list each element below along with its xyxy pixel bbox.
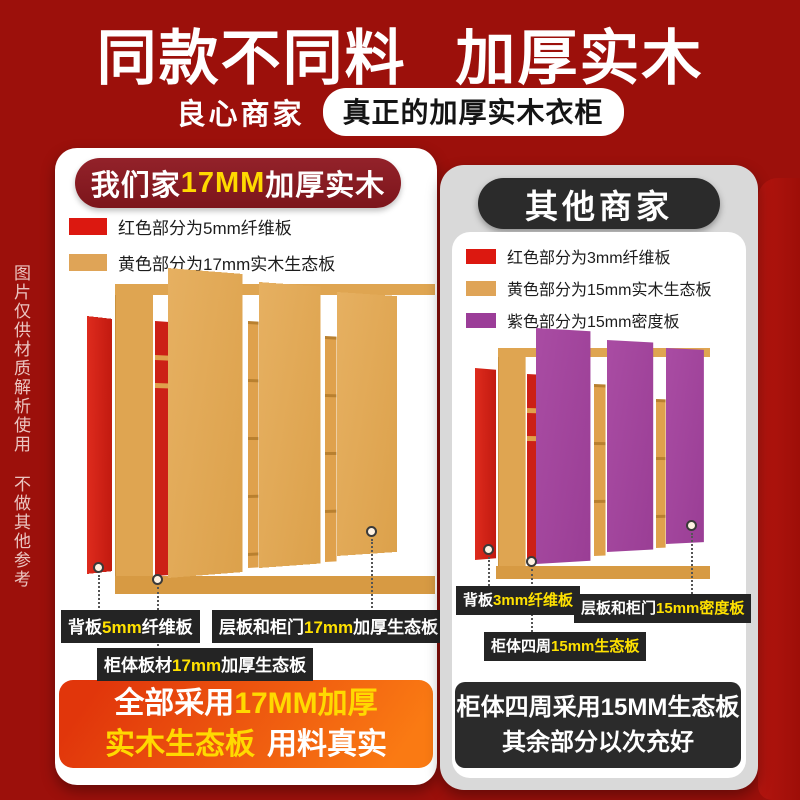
callout-body-sides: 柜体四周15mm生态板 [484, 632, 647, 661]
legend-swatch-purple [466, 312, 496, 328]
legend-swatch-yellow [466, 280, 496, 296]
wardrobe-illustration-others [466, 324, 732, 586]
legend-item: 红色部分为3mm纤维板 [466, 244, 711, 268]
ours-footer-line2: 实木生态板 用料真实 [105, 724, 387, 765]
footer-highlight: 实木生态板 [105, 728, 255, 761]
legend-label: 红色部分为3mm纤维板 [507, 250, 671, 267]
ours-footer-line1: 全部采用17MM加厚 [114, 683, 377, 724]
footer-highlight: 17MM加厚 [234, 687, 378, 720]
ours-banner-post: 加厚实木 [265, 170, 386, 202]
shelf-strip [325, 336, 337, 562]
callout-shelf-door: 层板和柜门17mm加厚生态板 [212, 610, 446, 643]
leader-line [488, 557, 490, 586]
door-panel-2 [259, 282, 321, 568]
callout-highlight: 15mm密度板 [656, 600, 745, 617]
door-panel-1 [536, 328, 591, 564]
top-rail [498, 348, 710, 357]
legend-label: 黄色部分为15mm实木生态板 [507, 282, 712, 299]
shelf-strip [656, 399, 666, 548]
page-title: 同款不同料 加厚实木 [96, 25, 704, 92]
door-panel-3 [666, 348, 704, 544]
ours-banner-highlight: 17MM [180, 166, 266, 199]
ours-card: 我们家 17MM 加厚实木 红色部分为5mm纤维板 黄色部分为17mm实木生态板 [55, 148, 446, 785]
seller-tagline: 良心商家 [176, 99, 305, 131]
wardrobe-illustration-ours [87, 266, 437, 606]
legend-swatch-red [69, 218, 107, 235]
door-panel-2 [607, 340, 654, 552]
callout-text: 柜体板材 [104, 656, 172, 675]
others-footer-box: 柜体四周采用15MM生态板 其余部分以次充好 [455, 682, 741, 768]
legend-item: 紫色部分为15mm密度板 [466, 308, 711, 332]
others-card: 其他商家 红色部分为3mm纤维板 黄色部分为15mm实木生态板 紫色部分为15m… [440, 165, 758, 790]
others-footer-line2: 其余部分以次充好 [502, 729, 694, 756]
others-footer-line1: 柜体四周采用15MM生态板 [456, 694, 740, 721]
callout-text: 层板和柜门 [581, 600, 657, 617]
shelf-strip [248, 321, 259, 568]
footer-text: 用料真实 [267, 728, 387, 761]
callout-text: 背板 [68, 618, 102, 637]
callout-highlight: 3mm纤维板 [493, 592, 574, 609]
callout-back-panel: 背板3mm纤维板 [456, 586, 581, 615]
callout-highlight: 15mm生态板 [551, 638, 640, 655]
ours-banner: 我们家 17MM 加厚实木 [75, 158, 401, 208]
legend-label: 紫色部分为15mm密度板 [507, 314, 680, 331]
legend-label: 红色部分为5mm纤维板 [118, 219, 292, 238]
legend-swatch-yellow [69, 254, 107, 271]
ours-banner-pre: 我们家 [90, 170, 181, 202]
callout-highlight: 5mm [102, 618, 142, 637]
shelf-strip [594, 384, 606, 556]
back-panel [87, 316, 112, 574]
callout-dot [526, 556, 537, 567]
leader-line [98, 575, 100, 612]
legend-item: 黄色部分为15mm实木生态板 [466, 276, 711, 300]
header-subtitle-row: 良心商家 真正的加厚实木衣柜 [0, 88, 800, 136]
side-panel [115, 290, 153, 593]
legend-swatch-red [466, 248, 496, 264]
callout-text: 纤维板 [141, 618, 193, 637]
callout-dot [93, 562, 104, 573]
callout-highlight: 17mm [304, 618, 354, 637]
callout-text: 柜体四周 [491, 638, 552, 655]
callout-shelf-door: 层板和柜门15mm密度板 [574, 594, 752, 623]
callout-text: 加厚生态板 [353, 618, 439, 637]
callout-body-panel: 柜体板材17mm加厚生态板 [97, 648, 314, 681]
callout-text: 层板和柜门 [219, 618, 304, 637]
callout-dot [366, 526, 377, 537]
door-panel-1 [168, 268, 243, 578]
others-inner-panel: 红色部分为3mm纤维板 黄色部分为15mm实木生态板 紫色部分为15mm密度板 [452, 232, 752, 778]
watermark-note: 图片仅供材质解析使用 不做其他参考 [11, 264, 30, 589]
others-banner: 其他商家 [478, 178, 720, 229]
leader-line [691, 533, 693, 594]
callout-dot [483, 544, 494, 555]
callout-text: 加厚生态板 [221, 656, 307, 675]
callout-back-panel: 背板5mm纤维板 [61, 610, 200, 643]
legend-item: 红色部分为5mm纤维板 [69, 214, 335, 239]
leader-line [371, 539, 373, 612]
door-panel-3 [337, 292, 397, 556]
right-ribbon-decoration [758, 178, 800, 800]
plinth [496, 566, 710, 579]
ours-footer-box: 全部采用17MM加厚 实木生态板 用料真实 [59, 680, 433, 768]
side-panel [498, 352, 526, 570]
callout-text: 背板 [463, 592, 494, 609]
footer-text: 全部采用 [114, 687, 235, 720]
callout-dot [686, 520, 697, 531]
plinth [115, 576, 435, 594]
tagline-pill: 真正的加厚实木衣柜 [322, 88, 624, 136]
callout-highlight: 17mm [172, 656, 222, 675]
others-legend: 红色部分为3mm纤维板 黄色部分为15mm实木生态板 紫色部分为15mm密度板 [466, 244, 711, 332]
back-panel [475, 368, 497, 560]
callout-dot [152, 574, 163, 585]
